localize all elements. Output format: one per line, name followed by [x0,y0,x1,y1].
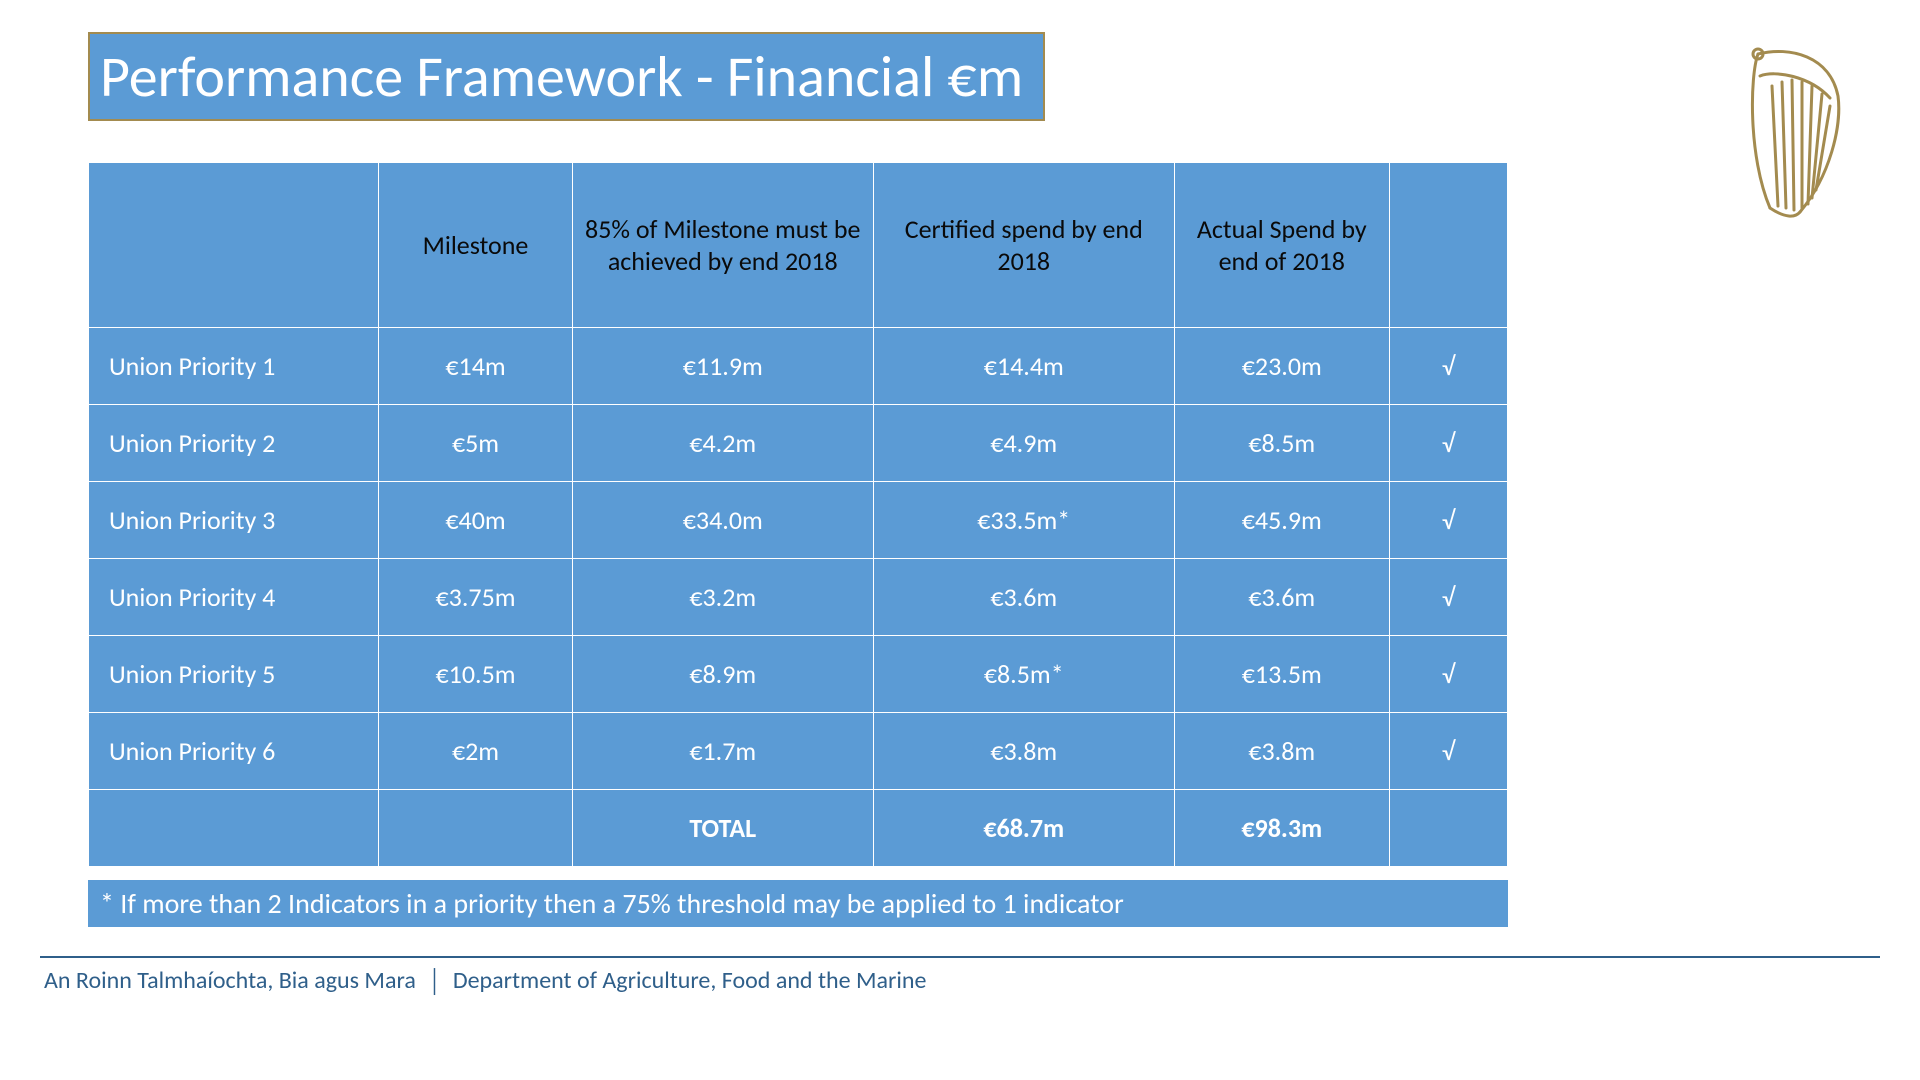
data-cell: TOTAL [572,790,873,867]
department-en: Department of Agriculture, Food and the … [453,966,927,995]
data-cell [89,790,379,867]
data-cell: €3.6m [873,559,1174,636]
col-header-3: Certified spend by end 2018 [873,163,1174,328]
table-row: Union Priority 4€3.75m€3.2m€3.6m€3.6m√ [89,559,1508,636]
title-bar: Performance Framework - Financial €m [88,32,1045,121]
data-cell: €2m [379,713,573,790]
data-cell: Union Priority 3 [89,482,379,559]
table-row: Union Priority 3€40m€34.0m€33.5m*€45.9m√ [89,482,1508,559]
checkmark-cell: √ [1389,713,1507,790]
data-cell: €13.5m [1174,636,1389,713]
checkmark-cell: √ [1389,636,1507,713]
data-cell: €1.7m [572,713,873,790]
department-footer: An Roinn Talmhaíochta, Bia agus Mara │ D… [44,964,926,996]
data-cell: €4.2m [572,405,873,482]
data-cell: Union Priority 4 [89,559,379,636]
data-cell: €4.9m [873,405,1174,482]
table-row: Union Priority 1€14m€11.9m€14.4m€23.0m√ [89,328,1508,405]
data-cell: €98.3m [1174,790,1389,867]
data-cell: Union Priority 2 [89,405,379,482]
data-cell: €34.0m [572,482,873,559]
data-cell: €33.5m* [873,482,1174,559]
data-cell: Union Priority 1 [89,328,379,405]
footnote-text: * If more than 2 Indicators in a priorit… [100,886,1124,921]
table-row: Union Priority 2€5m€4.2m€4.9m€8.5m√ [89,405,1508,482]
data-cell: €11.9m [572,328,873,405]
slide: Performance Framework - Financial €m Mil… [0,0,1920,1080]
data-cell: €8.5m* [873,636,1174,713]
data-cell: Union Priority 6 [89,713,379,790]
col-header-0 [89,163,379,328]
footer-rule [40,956,1880,958]
slide-title: Performance Framework - Financial €m [100,41,1023,112]
checkmark-cell: √ [1389,405,1507,482]
col-header-2: 85% of Milestone must be achieved by end… [572,163,873,328]
data-cell: €3.8m [873,713,1174,790]
col-header-4: Actual Spend by end of 2018 [1174,163,1389,328]
data-cell: €5m [379,405,573,482]
harp-icon [1730,36,1860,226]
col-header-5 [1389,163,1507,328]
footnote: * If more than 2 Indicators in a priorit… [88,880,1508,927]
data-cell: €3.75m [379,559,573,636]
data-cell: €14.4m [873,328,1174,405]
checkmark-cell: √ [1389,559,1507,636]
data-cell: Union Priority 5 [89,636,379,713]
table-row-total: TOTAL€68.7m€98.3m [89,790,1508,867]
financial-table: Milestone85% of Milestone must be achiev… [88,162,1508,867]
data-cell: €3.2m [572,559,873,636]
table-row: Union Priority 6€2m€1.7m€3.8m€3.8m√ [89,713,1508,790]
data-cell: €8.9m [572,636,873,713]
data-cell: €40m [379,482,573,559]
separator-icon: │ [428,964,441,996]
data-cell: €3.8m [1174,713,1389,790]
col-header-1: Milestone [379,163,573,328]
checkmark-cell [1389,790,1507,867]
data-cell: €3.6m [1174,559,1389,636]
data-cell: €14m [379,328,573,405]
data-cell [379,790,573,867]
data-cell: €68.7m [873,790,1174,867]
checkmark-cell: √ [1389,482,1507,559]
data-cell: €8.5m [1174,405,1389,482]
data-cell: €10.5m [379,636,573,713]
checkmark-cell: √ [1389,328,1507,405]
data-cell: €23.0m [1174,328,1389,405]
table-row: Union Priority 5€10.5m€8.9m€8.5m*€13.5m√ [89,636,1508,713]
department-ga: An Roinn Talmhaíochta, Bia agus Mara [44,966,416,995]
data-cell: €45.9m [1174,482,1389,559]
